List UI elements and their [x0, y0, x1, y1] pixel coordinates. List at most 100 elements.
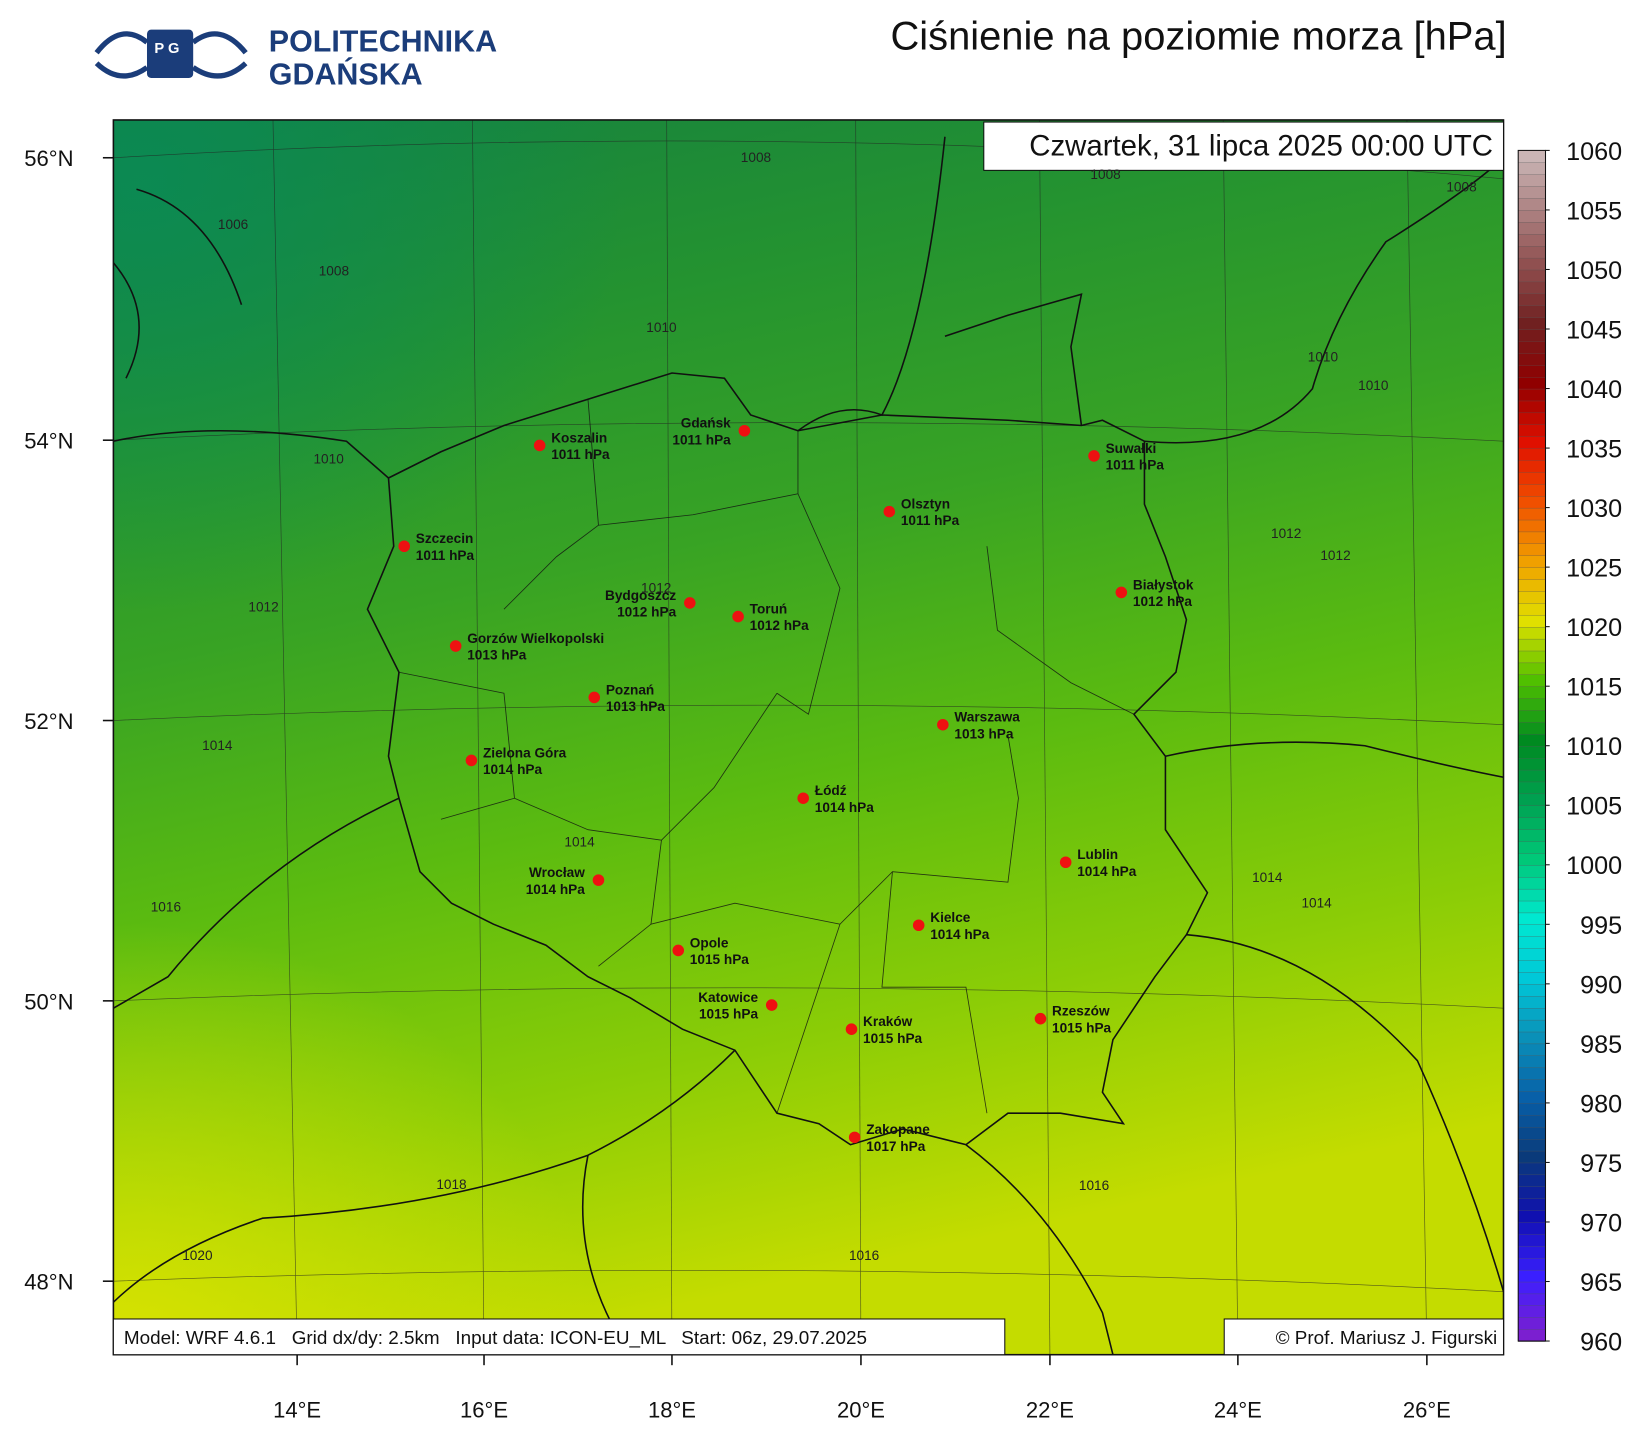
colorbar-label: 1060 — [1566, 138, 1622, 166]
colorbar-label: 975 — [1580, 1150, 1622, 1178]
colorbar-cell — [1518, 1114, 1546, 1128]
city-value: 1014 hPa — [815, 800, 875, 815]
city-value: 1011 hPa — [551, 447, 610, 462]
city-marker — [684, 597, 696, 609]
colorbar-cell — [1518, 674, 1546, 687]
colorbar-cell — [1518, 1233, 1546, 1247]
contour-label: 1008 — [319, 263, 349, 278]
city-name: Gorzów Wielkopolski — [467, 631, 604, 646]
colorbar-label: 970 — [1580, 1209, 1622, 1237]
colorbar-cell — [1518, 269, 1546, 283]
city-value: 1011 hPa — [901, 513, 960, 528]
colorbar-label: 980 — [1580, 1090, 1622, 1118]
lat-label: 48°N — [24, 1270, 73, 1295]
contour-label: 1014 — [1252, 870, 1283, 885]
city-name: Rzeszów — [1052, 1004, 1110, 1019]
date-text: Czwartek, 31 lipca 2025 00:00 UTC — [1029, 130, 1493, 163]
contour-label: 1010 — [1308, 349, 1339, 364]
colorbar-cell — [1518, 947, 1546, 961]
lat-label: 50°N — [24, 989, 73, 1014]
colorbar-cell — [1518, 495, 1546, 509]
city-value: 1013 hPa — [606, 699, 666, 714]
colorbar-cell — [1518, 852, 1546, 866]
contour-label: 1008 — [1446, 179, 1476, 194]
colorbar-label: 1020 — [1566, 614, 1622, 642]
colorbar-cell — [1518, 959, 1546, 973]
colorbar-label: 1025 — [1566, 555, 1622, 583]
city-marker — [398, 540, 410, 553]
colorbar-cell — [1518, 1209, 1546, 1223]
city-value: 1012 hPa — [750, 618, 810, 633]
city-marker — [797, 792, 809, 804]
city-marker — [672, 944, 685, 957]
colorbar-cell — [1518, 662, 1546, 675]
city-name: Gdańsk — [681, 416, 731, 431]
city-value: 1012 hPa — [1133, 594, 1193, 609]
colorbar-cell — [1518, 650, 1546, 664]
city-name: Opole — [690, 935, 729, 950]
title: Ciśnienie na poziomie morza [hPa] — [891, 15, 1507, 59]
city-value: 1012 hPa — [617, 605, 677, 620]
colorbar-cell — [1518, 1317, 1546, 1330]
city-marker — [1115, 586, 1128, 599]
colorbar-cell — [1518, 1055, 1546, 1068]
city-name: Kraków — [863, 1014, 913, 1029]
colorbar-cell — [1518, 1281, 1546, 1295]
svg-text:P G: P G — [154, 41, 179, 57]
contour-label: 1012 — [641, 580, 671, 595]
city-marker — [1059, 856, 1072, 869]
contour-label: 1014 — [564, 835, 595, 850]
city-value: 1014 hPa — [483, 762, 543, 777]
colorbar-cell — [1518, 340, 1546, 354]
logo: P G POLITECHNIKA GDAŃSKA — [94, 25, 497, 91]
colorbar-cell — [1518, 1198, 1546, 1211]
city-name: Białystok — [1133, 577, 1194, 592]
colorbar-cell — [1518, 150, 1546, 163]
colorbar-cell — [1518, 531, 1546, 544]
graticule — [113, 119, 1504, 1355]
logo-text: POLITECHNIKA — [269, 25, 497, 59]
colorbar-cell — [1518, 709, 1546, 723]
city-name: Toruń — [750, 601, 788, 616]
date-box — [983, 121, 1505, 171]
colorbar-cell — [1518, 1090, 1546, 1104]
colorbar-cell — [1518, 507, 1546, 521]
colorbar-cell — [1518, 626, 1546, 640]
colorbar-label: 995 — [1580, 912, 1622, 940]
colorbar-cell — [1518, 805, 1546, 818]
city-name: Koszalin — [551, 430, 607, 445]
city-name: Szczecin — [416, 531, 474, 546]
colorbar-cell — [1518, 1174, 1546, 1187]
contour-label: 1020 — [182, 1248, 213, 1263]
colorbar-label: 1050 — [1566, 257, 1622, 285]
colorbar-cell — [1518, 281, 1546, 294]
city-marker — [883, 505, 896, 518]
credit-text: © Prof. Mariusz J. Figurski — [1276, 1328, 1498, 1349]
colorbar-cell — [1518, 828, 1546, 842]
city-value: 1011 hPa — [1106, 458, 1165, 473]
colorbar-cell — [1518, 424, 1546, 437]
contour-label: 1010 — [313, 451, 344, 466]
city-marker — [848, 1131, 861, 1144]
logo-text: GDAŃSKA — [269, 56, 423, 91]
lon-label: 24°E — [1214, 1398, 1262, 1423]
colorbar-label: 1055 — [1566, 197, 1622, 225]
city-marker — [1088, 450, 1100, 462]
colorbar-cell — [1518, 1186, 1546, 1199]
colorbar-cell — [1518, 1293, 1546, 1307]
city-name: Suwałki — [1106, 441, 1157, 456]
colorbar-cell — [1518, 1067, 1546, 1080]
city-name: Warszawa — [954, 710, 1020, 725]
credit-box — [1223, 1318, 1505, 1356]
city-marker — [533, 439, 546, 452]
contour-label: 1012 — [1271, 526, 1301, 541]
colorbar-label: 1045 — [1566, 316, 1622, 344]
colorbar-cell — [1518, 555, 1546, 568]
colorbar-cell — [1518, 209, 1546, 223]
colorbar-cell — [1518, 436, 1546, 449]
lat-label: 56°N — [24, 146, 73, 171]
colorbar-label: 1010 — [1566, 733, 1622, 761]
colorbar-cell — [1518, 888, 1546, 902]
colorbar-label: 990 — [1580, 971, 1622, 999]
colorbar-cell — [1518, 1328, 1546, 1342]
